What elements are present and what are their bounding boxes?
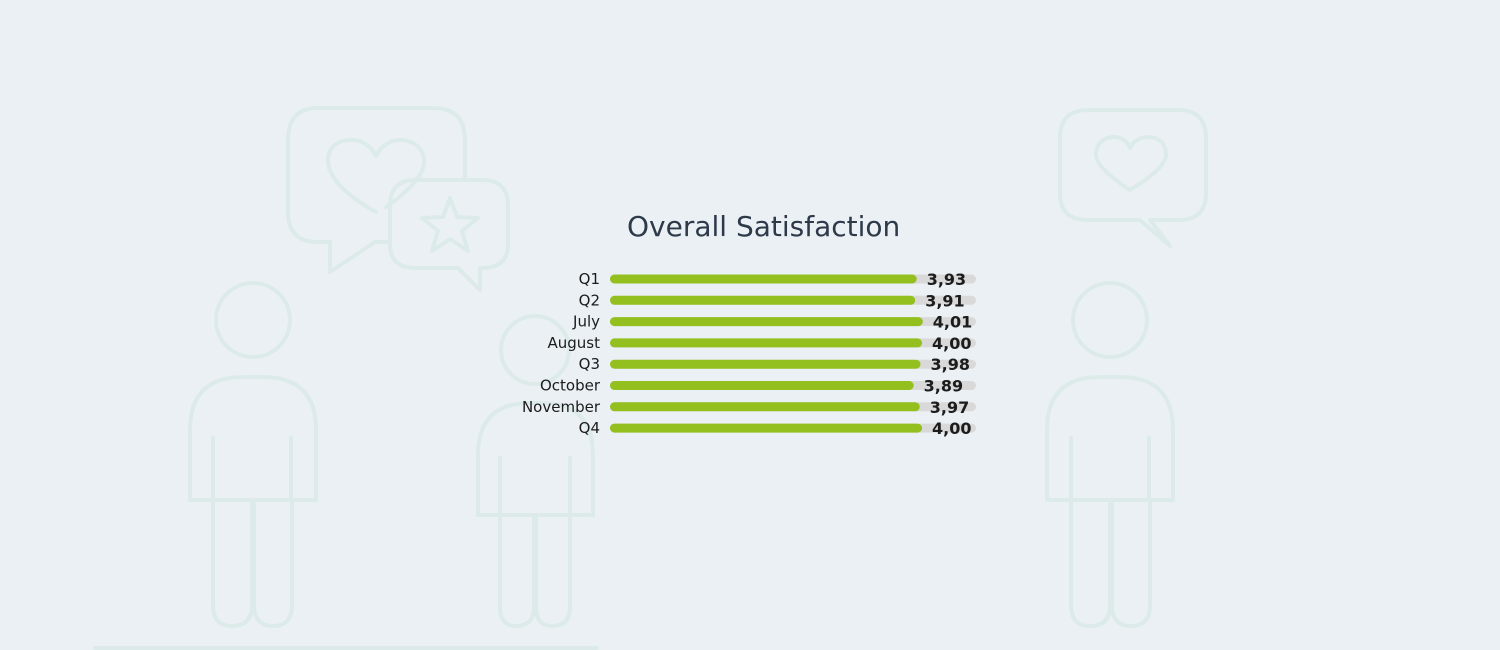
bar [610,359,921,369]
category-label: Q3 [579,355,600,373]
category-label: November [522,398,601,416]
person-icon [1045,281,1175,628]
category-label: July [572,313,600,331]
value-label: 4,00 [932,419,971,438]
category-label: Q1 [579,270,600,288]
bar [610,402,920,412]
value-label: 3,93 [927,270,966,289]
value-label: 4,00 [932,334,971,353]
category-label: Q2 [579,291,600,309]
category-label: Q4 [579,419,600,437]
bar [610,317,923,327]
value-label: 4,01 [933,313,972,332]
category-label: August [548,334,601,352]
value-label: 3,89 [924,377,963,396]
heart-speech-bubble-icon [1058,108,1208,248]
bar [610,423,923,433]
person-icon [188,281,318,628]
chart-title: Overall Satisfaction [627,210,901,243]
bar [610,338,923,348]
category-label: October [540,377,601,395]
bar [610,295,916,305]
person-icon [476,314,595,628]
heart-speech-bubble-icon [286,106,467,274]
bar [610,381,914,390]
bar [610,274,917,284]
value-label: 3,97 [930,398,969,417]
value-label: 3,98 [931,355,970,374]
value-label: 3,91 [925,291,964,310]
star-speech-bubble-icon [388,178,510,292]
